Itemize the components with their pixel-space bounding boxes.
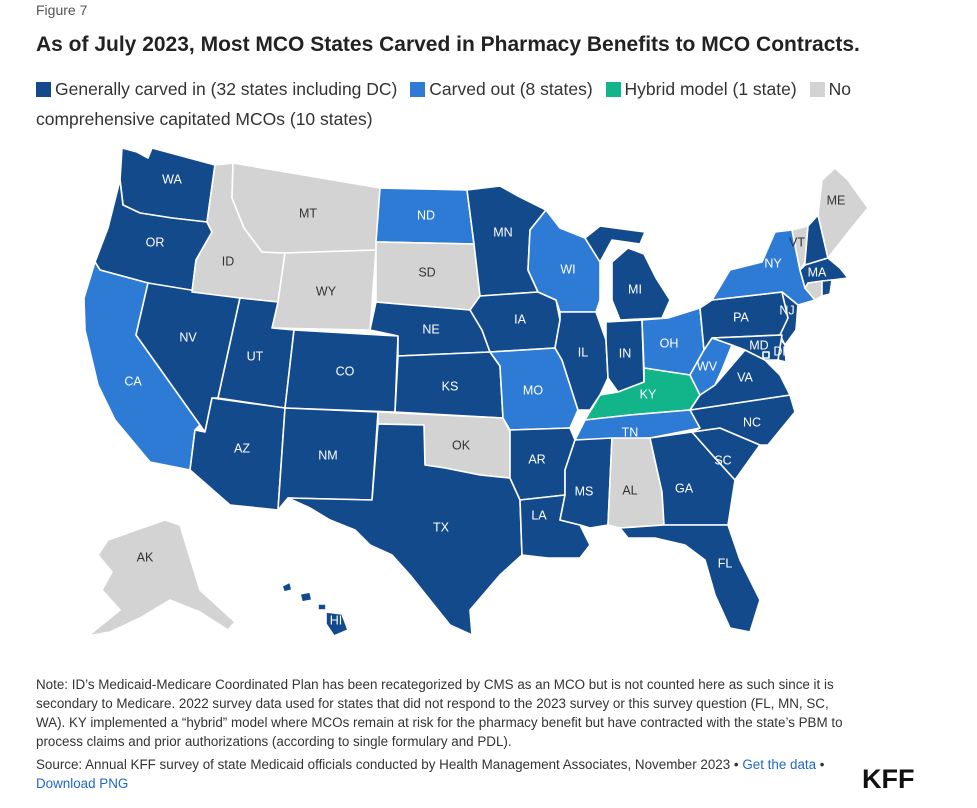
state-dc[interactable]: [762, 351, 770, 359]
label-ga: GA: [675, 481, 694, 495]
label-ms: MS: [575, 484, 594, 498]
legend-label-carved-in: Generally carved in (32 states including…: [55, 79, 398, 99]
label-tx: TX: [433, 520, 450, 534]
download-png-link[interactable]: Download PNG: [36, 776, 129, 791]
us-map: WA OR CA NV ID MT WY UT AZ CO NM ND SD N…: [0, 140, 977, 640]
legend-item-hybrid[interactable]: Hybrid model (1 state): [605, 79, 797, 99]
legend-swatch-none: [809, 82, 825, 97]
label-ut: UT: [247, 349, 264, 363]
chart-title: As of July 2023, Most MCO States Carved …: [36, 33, 860, 56]
state-ak[interactable]: [87, 519, 236, 637]
label-az: AZ: [234, 441, 250, 455]
get-data-link[interactable]: Get the data: [742, 757, 817, 772]
label-mn: MN: [493, 225, 512, 239]
label-tn: TN: [622, 425, 639, 439]
state-fl[interactable]: [619, 524, 761, 633]
label-in: IN: [619, 346, 632, 360]
legend-swatch-carved-out: [410, 82, 426, 97]
label-id: ID: [222, 254, 235, 268]
state-wy[interactable]: [271, 249, 377, 331]
legend-swatch-hybrid: [605, 82, 621, 97]
label-va: VA: [737, 370, 753, 384]
label-or: OR: [146, 235, 165, 249]
label-ar: AR: [528, 452, 545, 466]
legend-swatch-carved-in: [36, 82, 51, 97]
label-mt: MT: [299, 206, 317, 220]
label-nc: NC: [743, 415, 761, 429]
legend-label-carved-out: Carved out (8 states): [429, 79, 593, 99]
figure-label: Figure 7: [36, 2, 88, 18]
state-hi[interactable]: [281, 581, 349, 637]
state-me[interactable]: [817, 167, 869, 259]
label-sd: SD: [418, 265, 435, 279]
label-me: ME: [827, 193, 846, 207]
label-la: LA: [531, 508, 547, 522]
label-pa: PA: [733, 310, 749, 324]
state-nc[interactable]: [689, 394, 796, 446]
label-md: MD: [749, 338, 768, 352]
label-hi: HI: [330, 613, 343, 627]
legend-label-hybrid: Hybrid model (1 state): [624, 79, 797, 99]
label-il: IL: [578, 345, 588, 359]
label-co: CO: [336, 364, 355, 378]
state-mi[interactable]: [584, 225, 671, 321]
label-ny: NY: [764, 256, 782, 270]
legend-item-carved-out[interactable]: Carved out (8 states): [410, 79, 593, 99]
state-ri[interactable]: [821, 279, 833, 297]
source-text: Source: Annual KFF survey of state Medic…: [36, 757, 739, 772]
legend-item-carved-in[interactable]: Generally carved in (32 states including…: [36, 79, 397, 99]
legend-label-none: No comprehensive capitated MCOs (10 stat…: [36, 79, 851, 129]
label-oh: OH: [660, 336, 679, 350]
label-al: AL: [622, 483, 637, 497]
label-ca: CA: [124, 374, 142, 388]
legend: Generally carved in (32 states including…: [36, 74, 936, 134]
label-ne: NE: [422, 322, 439, 336]
label-vt: VT: [789, 235, 805, 249]
label-wa: WA: [162, 172, 182, 186]
label-ks: KS: [442, 379, 459, 393]
label-sc: SC: [714, 453, 731, 467]
state-il[interactable]: [554, 311, 609, 411]
label-wv: WV: [697, 359, 718, 373]
label-nv: NV: [179, 330, 197, 344]
label-ia: IA: [514, 312, 526, 326]
label-nm: NM: [318, 448, 337, 462]
us-map-svg: WA OR CA NV ID MT WY UT AZ CO NM ND SD N…: [83, 147, 869, 637]
label-nd: ND: [417, 208, 435, 222]
label-fl: FL: [718, 556, 733, 570]
source-separator: •: [819, 757, 825, 772]
legend-item-none[interactable]: No comprehensive capitated MCOs (10 stat…: [36, 79, 851, 129]
state-wi[interactable]: [527, 209, 601, 313]
footnote: Note: ID’s Medicaid-Medicare Coordinated…: [36, 677, 843, 749]
label-ma: MA: [808, 265, 827, 279]
label-nj: NJ: [779, 303, 794, 317]
label-ok: OK: [452, 438, 471, 452]
label-mi: MI: [628, 282, 642, 296]
label-wy: WY: [316, 284, 337, 298]
label-ky: KY: [640, 387, 657, 401]
label-mo: MO: [523, 383, 543, 397]
label-de: DE: [773, 344, 790, 358]
state-tx[interactable]: [287, 423, 523, 636]
kff-logo: KFF: [862, 764, 915, 794]
source-line: Source: Annual KFF survey of state Medic…: [36, 755, 866, 793]
label-ak: AK: [137, 550, 154, 564]
label-wi: WI: [560, 262, 575, 276]
